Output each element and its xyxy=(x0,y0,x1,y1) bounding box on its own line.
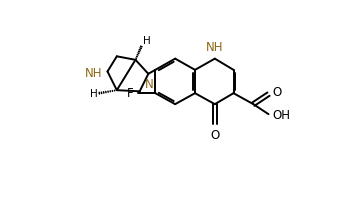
Text: NH: NH xyxy=(206,41,224,54)
Text: O: O xyxy=(210,129,220,142)
Text: O: O xyxy=(273,86,282,99)
Text: F: F xyxy=(127,87,134,100)
Text: NH: NH xyxy=(85,67,102,80)
Text: N: N xyxy=(145,78,154,91)
Text: H: H xyxy=(90,89,98,99)
Text: H: H xyxy=(143,36,151,46)
Text: OH: OH xyxy=(273,109,291,122)
